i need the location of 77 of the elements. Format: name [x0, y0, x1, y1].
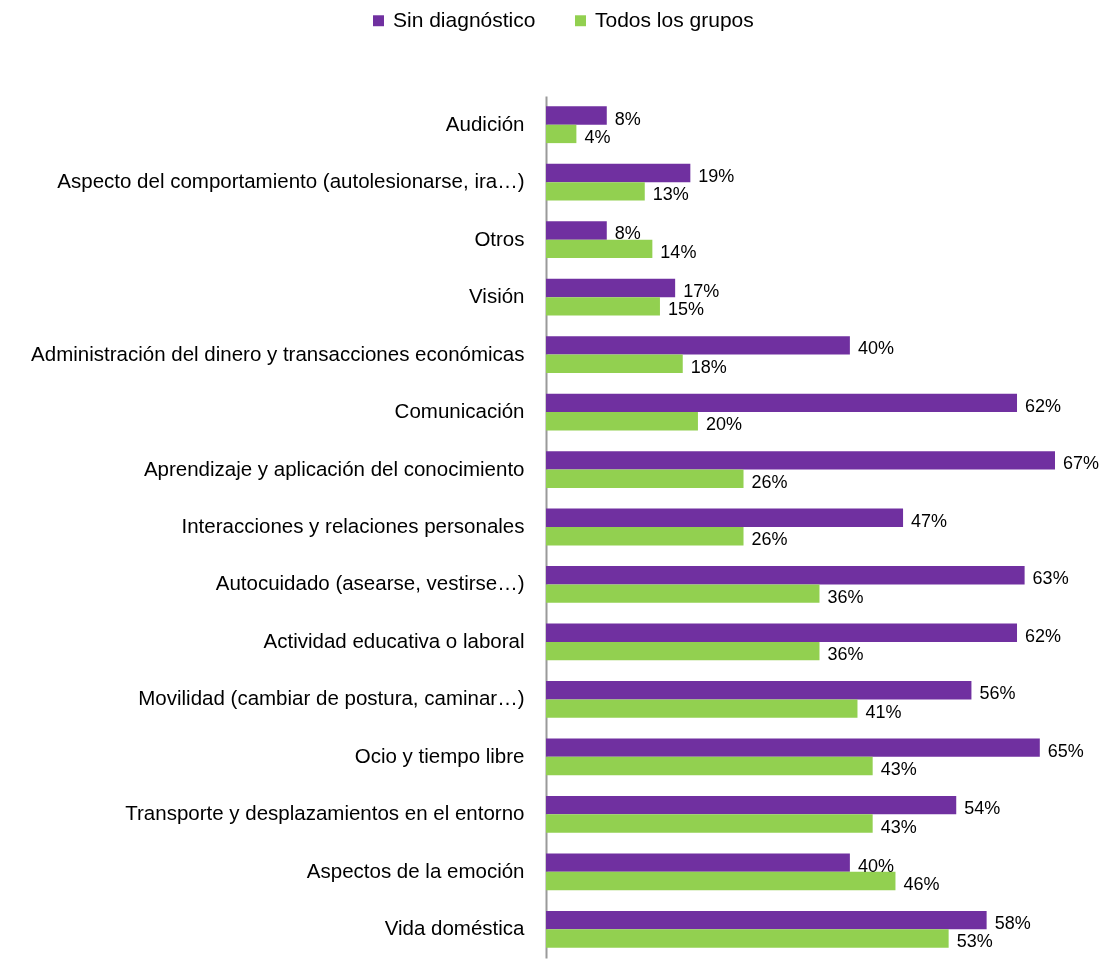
bar: [546, 910, 987, 930]
bar: [546, 278, 676, 298]
data-label: 26%: [751, 529, 788, 550]
bar: [546, 297, 660, 316]
data-label: 46%: [903, 873, 940, 894]
data-label: 40%: [857, 855, 894, 876]
data-label: 8%: [614, 108, 641, 129]
y-tick-label: Ocio y tiempo libre: [354, 743, 525, 767]
y-tick-label: Aprendizaje y aplicación del conocimiento: [143, 456, 525, 480]
data-label: 62%: [1025, 395, 1062, 416]
bar: [546, 354, 683, 373]
bar: [546, 412, 698, 431]
data-label: 15%: [667, 299, 704, 320]
y-tick-label: Autocuidado (asearse, vestirse…): [215, 571, 525, 595]
bar: [546, 681, 972, 700]
data-label: 65%: [1047, 740, 1084, 761]
bar: [546, 106, 607, 125]
y-tick-label: Transporte y desplazamientos en el entorno: [125, 801, 525, 825]
y-tick-label: Otros: [474, 226, 525, 250]
data-label: 4%: [584, 126, 611, 147]
bar: [546, 221, 607, 240]
bar: [546, 182, 645, 201]
legend-label: Sin diagnóstico: [393, 7, 536, 31]
data-label: 54%: [964, 798, 1001, 819]
bar: [546, 584, 820, 603]
legend-label: Todos los grupos: [595, 7, 754, 31]
bar: [546, 124, 577, 144]
y-tick-label: Visión: [469, 284, 525, 308]
y-tick-label: Aspectos de la emoción: [306, 858, 525, 882]
data-label: 67%: [1063, 453, 1100, 474]
bar: [546, 871, 896, 891]
data-label: 18%: [690, 356, 727, 377]
bar: [546, 508, 904, 527]
data-label: 43%: [880, 816, 917, 837]
data-label: 43%: [880, 759, 917, 780]
y-tick-label: Aspecto del comportamiento (autolesionarse, ira…): [57, 169, 525, 193]
data-label: 47%: [911, 510, 948, 531]
bar: [546, 641, 820, 661]
bar: [546, 451, 1055, 470]
y-tick-label: Administración del dinero y transacciones económicas: [31, 341, 525, 365]
data-label: 36%: [827, 586, 864, 607]
y-tick-label: Interacciones y relaciones personales: [181, 514, 525, 537]
data-label: 20%: [705, 414, 742, 435]
data-label: 41%: [865, 701, 902, 722]
bar: [546, 336, 850, 355]
bar: [546, 699, 858, 718]
y-tick-label: Comunicación: [394, 399, 525, 423]
bar: [546, 623, 1018, 642]
bar: [546, 929, 949, 948]
y-tick-label: Vida doméstica: [384, 916, 526, 940]
bar: [546, 756, 873, 776]
bar: [546, 527, 744, 546]
bar: [546, 566, 1025, 585]
data-label: 26%: [751, 471, 788, 492]
data-label: 8%: [614, 223, 641, 244]
bar: [546, 393, 1018, 413]
data-label: 40%: [857, 338, 894, 359]
y-tick-label: Audición: [445, 111, 525, 135]
bar: [546, 163, 691, 183]
data-label: 63%: [1032, 568, 1069, 589]
data-label: 13%: [652, 184, 689, 205]
y-tick-label: Actividad educativa o laboral: [263, 628, 525, 652]
data-label: 56%: [979, 683, 1016, 704]
bar: [546, 814, 873, 833]
bar: [546, 239, 653, 259]
bar: [546, 738, 1040, 757]
y-tick-label: Movilidad (cambiar de postura, caminar…): [138, 686, 525, 710]
bar: [546, 469, 744, 488]
bar: [546, 853, 850, 872]
data-label: 36%: [827, 644, 864, 665]
data-label: 14%: [660, 241, 697, 262]
data-label: 62%: [1025, 625, 1062, 646]
data-label: 19%: [698, 166, 735, 187]
data-label: 58%: [994, 913, 1031, 934]
data-label: 17%: [683, 280, 720, 301]
data-label: 53%: [956, 931, 993, 952]
bar: [546, 795, 957, 815]
